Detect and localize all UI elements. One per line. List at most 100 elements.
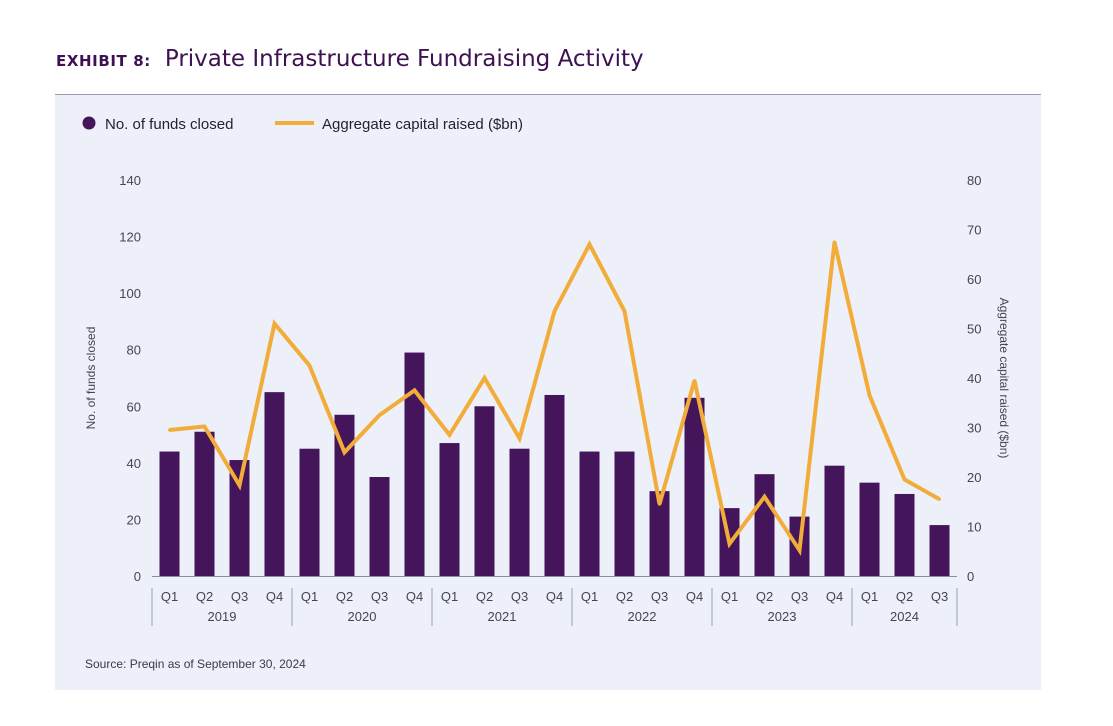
line-point (413, 388, 416, 392)
x-group-label: 2019 (208, 609, 237, 624)
bar (509, 448, 530, 576)
bar (474, 406, 495, 576)
line-point (728, 542, 731, 546)
chart-title: Private Infrastructure Fundraising Activ… (164, 46, 644, 72)
x-tick-label: Q1 (721, 589, 738, 604)
x-tick-label: Q1 (301, 589, 318, 604)
y2-axis-title: Aggregate capital raised ($bn) (997, 298, 1011, 459)
line-point (378, 413, 381, 417)
x-group-label: 2022 (628, 609, 657, 624)
y2-tick-label: 40 (967, 371, 981, 386)
line-point (588, 242, 591, 246)
x-tick-label: Q4 (546, 589, 563, 604)
bar (684, 397, 705, 576)
x-tick-label: Q2 (756, 589, 773, 604)
line-point (168, 428, 171, 432)
line-point (798, 548, 801, 552)
y2-tick-label: 60 (967, 272, 981, 287)
x-tick-label: Q1 (161, 589, 178, 604)
x-tick-label: Q4 (826, 589, 843, 604)
bar (544, 394, 565, 576)
x-tick-label: Q4 (266, 589, 283, 604)
bar (229, 460, 250, 576)
x-tick-label: Q2 (196, 589, 213, 604)
bar (614, 451, 635, 576)
line-point (868, 393, 871, 397)
y-tick-label: 0 (134, 569, 141, 584)
y-tick-label: 20 (127, 512, 141, 527)
line-point (518, 436, 521, 440)
bar (334, 414, 355, 576)
line-point (693, 378, 696, 382)
bar (159, 451, 180, 576)
legend-marker-funds (82, 116, 96, 130)
y2-tick-label: 70 (967, 223, 981, 238)
x-tick-label: Q3 (791, 589, 808, 604)
line-point (483, 376, 486, 380)
bar (824, 465, 845, 576)
y-tick-label: 40 (127, 456, 141, 471)
x-tick-label: Q3 (371, 589, 388, 604)
line-point (623, 309, 626, 313)
x-tick-label: Q1 (861, 589, 878, 604)
x-group-label: 2024 (890, 609, 919, 624)
x-group-label: 2023 (768, 609, 797, 624)
y-axis-title: No. of funds closed (84, 327, 98, 430)
bar (369, 477, 390, 576)
x-group-label: 2021 (488, 609, 517, 624)
y2-tick-label: 50 (967, 322, 981, 337)
exhibit-label: EXHIBIT 8: (56, 52, 151, 70)
line-point (763, 495, 766, 499)
y-tick-label: 140 (119, 173, 141, 188)
y-tick-label: 60 (127, 399, 141, 414)
bar (264, 392, 285, 576)
exhibit-title: EXHIBIT 8: Private Infrastructure Fundra… (56, 46, 644, 72)
bar (649, 491, 670, 576)
bar (894, 493, 915, 576)
y2-tick-label: 30 (967, 421, 981, 436)
y2-tick-label: 10 (967, 520, 981, 535)
bar (929, 525, 950, 576)
line-point (448, 433, 451, 437)
x-tick-label: Q2 (476, 589, 493, 604)
x-tick-label: Q2 (336, 589, 353, 604)
line-point (658, 502, 661, 506)
line-point (238, 483, 241, 487)
y-tick-label: 80 (127, 343, 141, 358)
bar (439, 443, 460, 576)
line-point (273, 322, 276, 326)
chart-panel: No. of funds closed Aggregate capital rai… (55, 94, 1041, 690)
x-tick-label: Q3 (231, 589, 248, 604)
x-tick-label: Q4 (686, 589, 703, 604)
y2-tick-label: 20 (967, 470, 981, 485)
x-group-label: 2020 (348, 609, 377, 624)
line-point (343, 450, 346, 454)
chart: No. of funds closed Aggregate capital rai… (82, 116, 1011, 626)
line-point (833, 240, 836, 244)
line-point (308, 364, 311, 368)
x-tick-label: Q2 (616, 589, 633, 604)
line-point (903, 477, 906, 481)
line-point (553, 309, 556, 313)
x-tick-label: Q1 (581, 589, 598, 604)
bar (299, 448, 320, 576)
y2-tick-label: 0 (967, 569, 974, 584)
bar (579, 451, 600, 576)
x-tick-label: Q3 (931, 589, 948, 604)
bar (404, 352, 425, 576)
line-point (938, 497, 941, 501)
legend-label-capital: Aggregate capital raised ($bn) (322, 116, 523, 133)
legend-label-funds: No. of funds closed (105, 116, 233, 133)
x-tick-label: Q2 (896, 589, 913, 604)
source-note: Source: Preqin as of September 30, 2024 (85, 657, 306, 671)
y2-tick-label: 80 (967, 173, 981, 188)
bar (859, 482, 880, 576)
x-tick-label: Q3 (511, 589, 528, 604)
bar (194, 431, 215, 576)
y-tick-label: 120 (119, 230, 141, 245)
x-tick-label: Q4 (406, 589, 423, 604)
x-tick-label: Q3 (651, 589, 668, 604)
x-tick-label: Q1 (441, 589, 458, 604)
line-point (203, 425, 206, 429)
y-tick-label: 100 (119, 286, 141, 301)
